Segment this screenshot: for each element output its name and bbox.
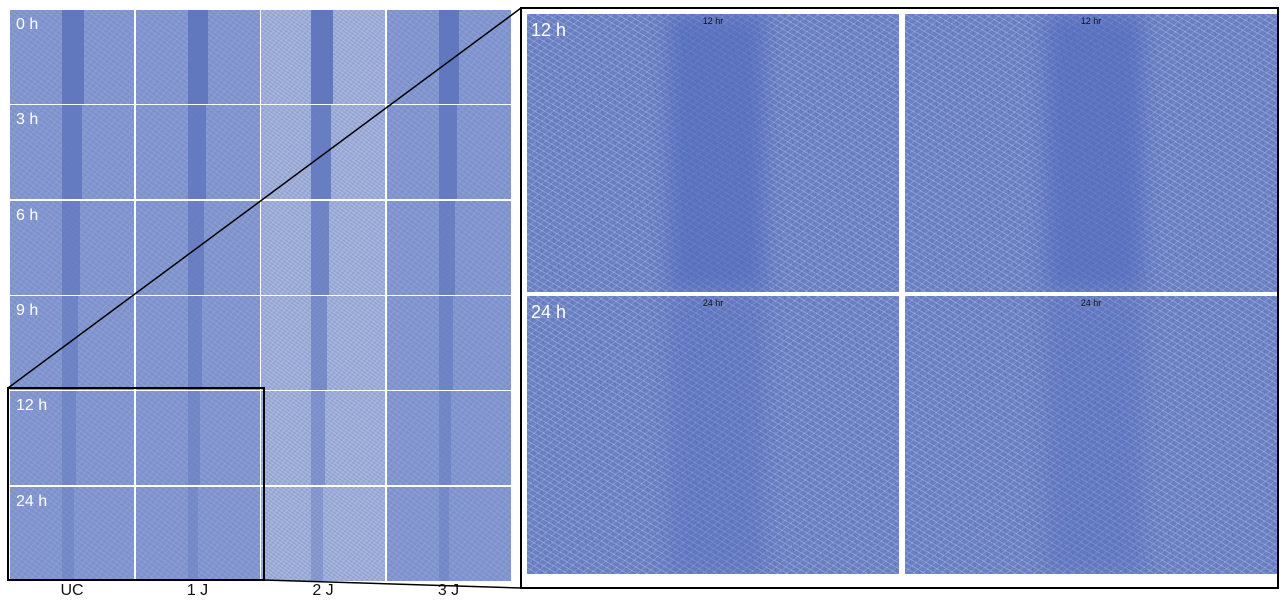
zoom-line: [8, 8, 521, 388]
overlay: [0, 0, 1282, 602]
zoom-line: [264, 580, 521, 588]
zoom-frame: [521, 8, 1278, 588]
zoom-box: [8, 388, 264, 580]
figure: 0 h3 h6 h9 h12 h24 hUC1 J2 J3 J12 hr12 h…: [0, 0, 1282, 602]
